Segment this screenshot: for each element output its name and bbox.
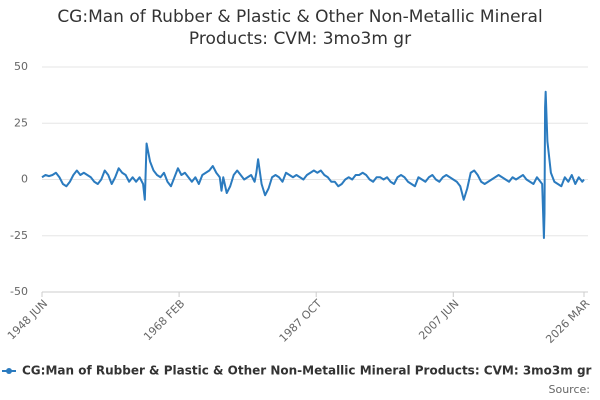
legend-marker (6, 368, 12, 374)
y-tick-label: -25 (10, 229, 28, 242)
x-tick-label: 2026 MAR (543, 297, 592, 346)
y-tick-label: 25 (14, 116, 28, 129)
y-tick-label: 50 (14, 60, 28, 73)
series-line (41, 90, 585, 239)
chart-title: CG:Man of Rubber & Plastic & Other Non-M… (57, 7, 543, 49)
y-tick-label: -50 (10, 285, 28, 298)
source: Source: (549, 383, 591, 396)
x-tick-label: 1948 JUN (5, 297, 50, 342)
x-tick-label: 1968 FEB (141, 297, 187, 343)
y-tick-label: 0 (21, 173, 28, 186)
legend-label: CG:Man of Rubber & Plastic & Other Non-M… (22, 364, 592, 378)
x-tick-label: 1987 OCT (277, 297, 325, 345)
x-tick-label: 2007 JUN (416, 297, 461, 342)
